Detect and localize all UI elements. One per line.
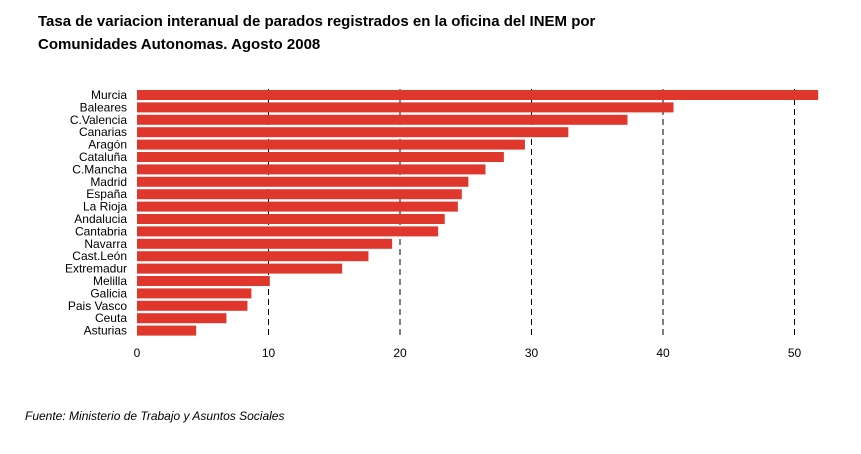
bar-ceuta [137,313,227,324]
category-label: C.Valencia [70,113,127,127]
x-tick-label: 50 [788,346,802,360]
category-label: Cataluña [79,150,127,164]
bar-extremadur [137,263,343,274]
bar-melilla [137,276,270,286]
bar-c-valencia [137,114,628,125]
category-label: Extremadur [65,262,127,276]
x-tick-label: 30 [525,346,539,360]
x-tick-label: 20 [393,346,407,360]
bar-baleares [137,102,674,113]
category-label: Baleares [80,100,127,114]
bar-andalucia [137,214,445,224]
category-label: Galicia [90,286,127,300]
category-label: Navarra [84,237,127,251]
chart-title: Tasa de variacion interanual de parados … [38,10,595,56]
category-label: C.Mancha [72,162,127,176]
bar-navarra [137,238,393,249]
x-tick-label: 40 [656,346,670,360]
chart-title-line-2: Comunidades Autonomas. Agosto 2008 [38,36,321,53]
category-label: Asturias [84,324,127,338]
bar-espa-a [137,189,462,200]
bar-pais-vasco [137,300,248,311]
bar-la-rioja [137,201,458,212]
category-label: Canarias [79,125,127,139]
source-note: Fuente: Ministerio de Trabajo y Asuntos … [25,409,285,423]
bar-madrid [137,176,469,187]
category-label: Ceuta [95,311,127,325]
category-label: Andalucia [74,212,127,226]
bar-asturias [137,325,197,336]
bar-c-mancha [137,164,486,175]
category-label: Aragón [88,138,127,152]
category-label: La Rioja [83,200,127,214]
bar-catalu-a [137,152,504,162]
category-label: Melilla [93,274,127,288]
category-label: Madrid [90,175,127,189]
x-tick-label: 0 [134,346,141,360]
category-label: Pais Vasco [68,299,127,313]
category-label: Murcia [91,88,127,102]
bar-arag-n [137,139,525,150]
bar-canarias [137,127,569,138]
category-label: España [86,187,127,201]
x-tick-label: 10 [262,346,276,360]
bar-cast-le-n [137,251,369,262]
category-label: Cast.León [72,249,127,263]
bar-murcia [137,90,819,100]
bar-galicia [137,288,252,299]
category-label: Cantabria [75,224,127,238]
bar-cantabria [137,226,439,237]
chart-title-line-1: Tasa de variacion interanual de parados … [38,13,596,30]
